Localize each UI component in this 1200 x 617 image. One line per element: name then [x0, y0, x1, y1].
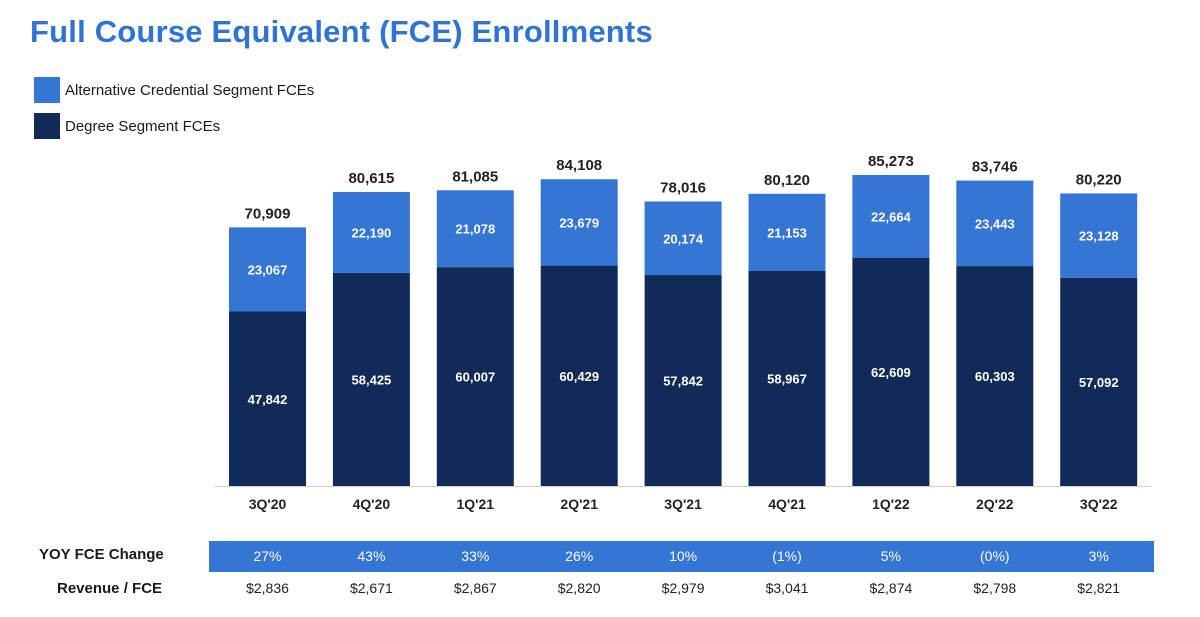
bar-label-alt-credential: 22,190 — [352, 225, 392, 240]
yoy-value: 10% — [669, 548, 698, 564]
legend-swatch-alt-credential — [34, 77, 60, 103]
legend-swatch-degree — [34, 113, 60, 139]
bar-degree — [229, 311, 306, 486]
bar-alt-credential — [229, 227, 306, 312]
x-tick-label: 2Q'21 — [560, 496, 598, 512]
revenue-value: $2,671 — [349, 580, 393, 596]
bar-label-alt-credential: 23,128 — [1079, 229, 1119, 244]
bar-degree — [540, 265, 618, 486]
bar-total-label: 78,016 — [660, 179, 706, 196]
yoy-band — [209, 541, 1154, 572]
bar-alt-credential — [436, 190, 514, 268]
bar-degree — [332, 272, 410, 486]
bar-total-label: 83,746 — [972, 159, 1018, 176]
bar-alt-credential — [956, 180, 1034, 267]
bar-degree — [748, 270, 826, 486]
bar-total-label: 80,120 — [764, 172, 810, 189]
bar-alt-credential — [332, 191, 410, 273]
bar-alt-credential — [540, 179, 618, 266]
bar-degree — [436, 267, 514, 486]
yoy-row-label: YOY FCE Change — [39, 546, 164, 563]
page-title: Full Course Equivalent (FCE) Enrollments — [30, 14, 653, 49]
revenue-value: $2,798 — [973, 580, 1017, 596]
yoy-value: 5% — [880, 548, 901, 564]
bar-label-degree: 58,425 — [352, 372, 392, 387]
x-tick-label: 4Q'21 — [768, 496, 806, 512]
bar-label-degree: 57,842 — [663, 374, 703, 389]
revenue-value: $2,867 — [453, 580, 497, 596]
yoy-value: 26% — [565, 548, 594, 564]
revenue-value: $2,821 — [1077, 580, 1121, 596]
legend-item-degree: Degree Segment FCEs — [34, 113, 220, 139]
bar-label-degree: 60,007 — [455, 370, 495, 385]
bar-total-label: 84,108 — [556, 157, 602, 174]
revenue-value: $2,836 — [246, 580, 289, 596]
bar-label-degree: 62,609 — [871, 365, 911, 380]
x-tick-label: 1Q'22 — [872, 496, 910, 512]
legend-label-degree: Degree Segment FCEs — [65, 117, 221, 135]
yoy-value: (1%) — [772, 548, 802, 564]
yoy-value: 27% — [253, 548, 282, 564]
x-tick-label: 3Q'20 — [249, 496, 287, 512]
bar-total-label: 85,273 — [868, 153, 914, 170]
bar-total-label: 80,615 — [348, 170, 394, 187]
revenue-value: $2,820 — [557, 580, 601, 596]
legend-item-alt-credential: Alternative Credential Segment FCEs — [34, 77, 314, 103]
stacked-bar-chart: 47,842 23,067 70,909 3Q'20 58,425 22,190 80,61… — [214, 153, 1150, 512]
bar-label-alt-credential: 23,067 — [248, 262, 288, 277]
yoy-value: 43% — [357, 548, 386, 564]
bar-label-alt-credential: 21,078 — [455, 222, 495, 237]
yoy-value: 33% — [461, 548, 490, 564]
x-tick-label: 2Q'22 — [976, 496, 1014, 512]
revenue-value: $3,041 — [765, 580, 809, 596]
bar-total-label: 80,220 — [1076, 171, 1122, 188]
bar-degree — [852, 257, 930, 486]
bar-alt-credential — [852, 175, 930, 258]
bar-alt-credential — [748, 193, 826, 271]
bar-label-alt-credential: 22,664 — [871, 209, 912, 224]
revenue-value: $2,874 — [869, 580, 913, 596]
x-tick-label: 3Q'22 — [1080, 496, 1118, 512]
bar-label-alt-credential: 20,174 — [663, 231, 704, 246]
x-tick-label: 4Q'20 — [353, 496, 391, 512]
bar-total-label: 70,909 — [245, 205, 291, 222]
x-tick-label: 1Q'21 — [457, 496, 495, 512]
legend-label-alt-credential: Alternative Credential Segment FCEs — [65, 81, 315, 99]
bar-label-alt-credential: 23,443 — [975, 216, 1015, 231]
x-tick-label: 3Q'21 — [664, 496, 702, 512]
bar-degree — [1060, 277, 1138, 486]
bar-label-degree: 60,429 — [559, 369, 599, 384]
bar-degree — [644, 275, 722, 486]
revenue-row-label: Revenue / FCE — [57, 580, 163, 597]
yoy-value: (0%) — [980, 548, 1010, 564]
bar-label-degree: 47,842 — [248, 392, 288, 407]
bar-label-degree: 60,303 — [975, 369, 1015, 384]
bar-label-alt-credential: 21,153 — [767, 225, 807, 240]
yoy-value: 3% — [1088, 548, 1109, 564]
bar-alt-credential — [644, 201, 722, 276]
bar-degree — [956, 266, 1034, 486]
bar-label-degree: 58,967 — [767, 371, 807, 386]
revenue-value: $2,979 — [661, 580, 705, 596]
bar-label-degree: 57,092 — [1079, 375, 1119, 390]
bar-label-alt-credential: 23,679 — [559, 215, 599, 230]
bar-alt-credential — [1060, 193, 1138, 278]
bar-total-label: 81,085 — [452, 168, 498, 185]
